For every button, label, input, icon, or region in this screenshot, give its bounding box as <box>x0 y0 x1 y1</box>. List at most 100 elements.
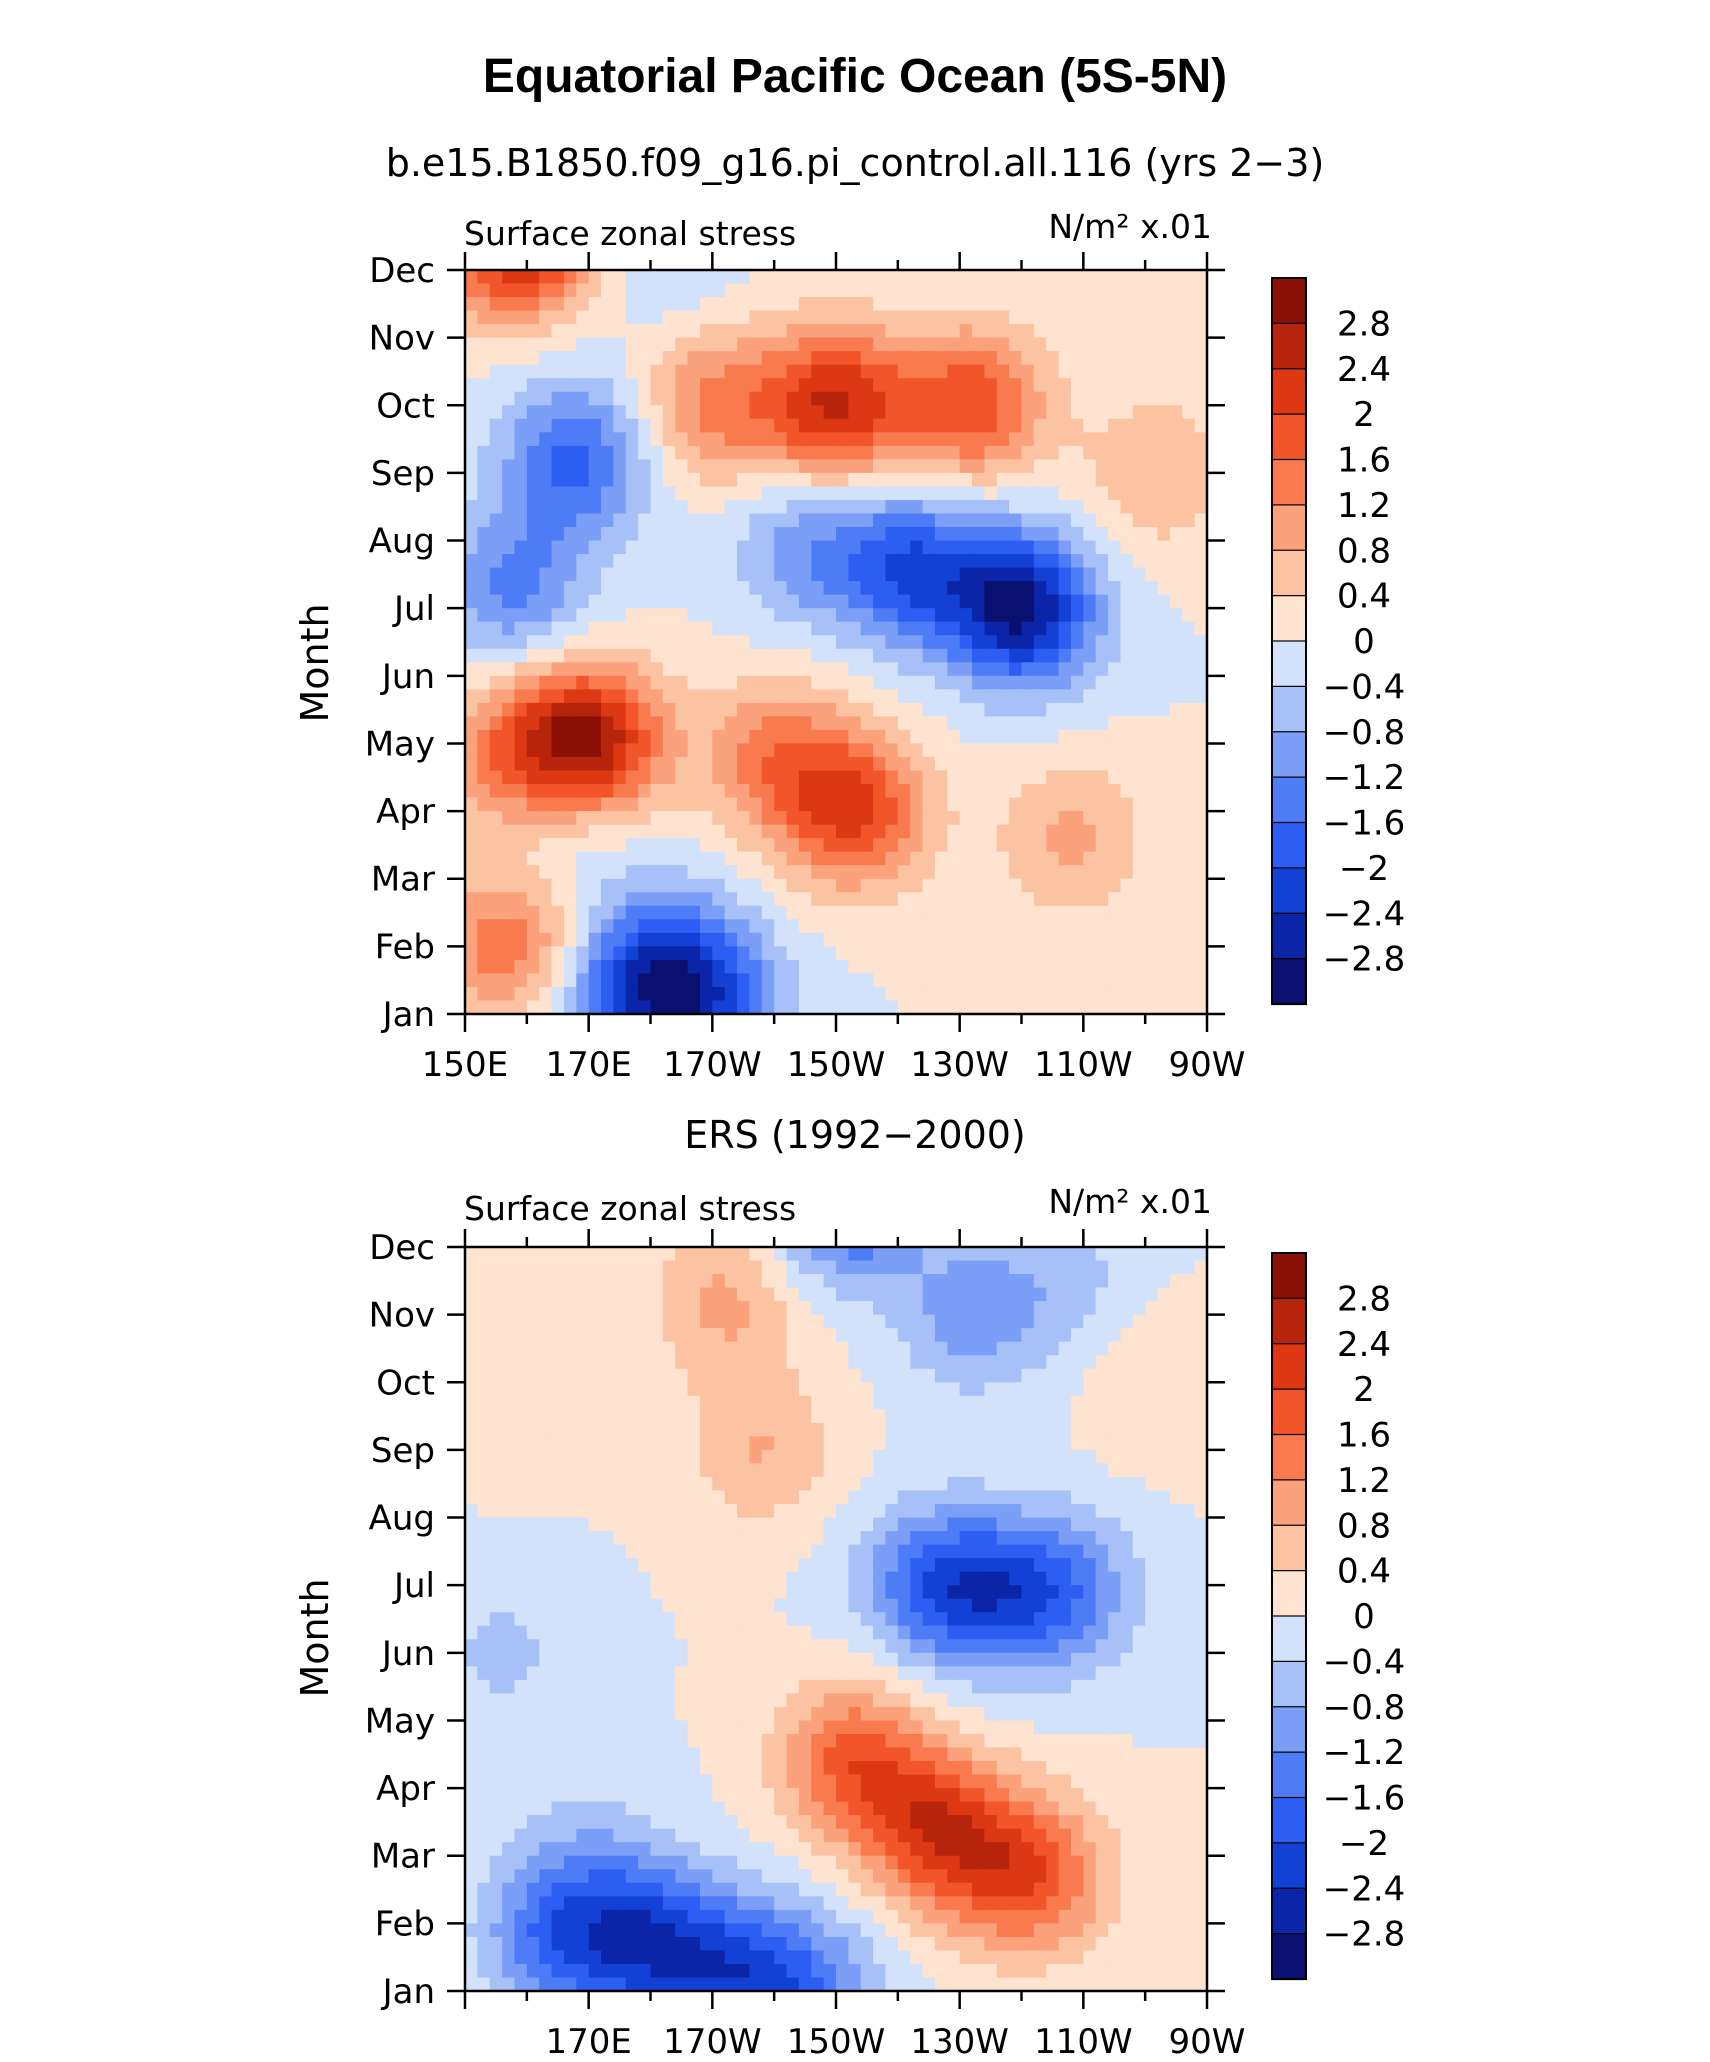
contour-cell <box>638 662 652 677</box>
contour-cell <box>563 1531 577 1546</box>
contour-cell <box>1095 851 1109 866</box>
contour-cell <box>749 337 763 352</box>
contour-cell <box>1058 418 1072 433</box>
contour-cell <box>959 1368 973 1383</box>
contour-cell <box>687 716 701 731</box>
contour-cell <box>836 621 849 636</box>
contour-cell <box>836 405 849 420</box>
contour-cell <box>1021 297 1035 312</box>
contour-cell <box>1021 1449 1035 1465</box>
contour-cell <box>601 418 614 433</box>
contour-cell <box>465 729 478 745</box>
contour-cell <box>1083 1382 1097 1397</box>
contour-cell <box>576 824 590 839</box>
contour-cell <box>613 1368 627 1383</box>
contour-cell <box>1194 811 1207 826</box>
contour-cell <box>761 324 775 339</box>
contour-cell <box>1182 635 1196 650</box>
contour-cell <box>675 932 689 947</box>
contour-cell <box>526 892 540 907</box>
contour-cell <box>1108 865 1122 880</box>
contour-cell <box>514 1287 528 1302</box>
contour-cell <box>774 784 788 799</box>
contour-cell <box>1046 675 1060 690</box>
contour-cell <box>638 770 652 785</box>
contour-cell <box>1009 1449 1023 1465</box>
contour-cell <box>885 1409 899 1424</box>
contour-cell <box>588 1409 602 1424</box>
contour-cell <box>1058 513 1072 528</box>
contour-cell <box>526 459 540 474</box>
contour-cell <box>563 1274 577 1289</box>
contour-cell <box>613 689 627 704</box>
contour-cell <box>1120 729 1134 745</box>
contour-cell <box>650 351 664 366</box>
contour-cell <box>1120 459 1134 474</box>
contour-cell <box>1169 1355 1183 1370</box>
contour-cell <box>613 756 627 772</box>
contour-cell <box>897 513 911 528</box>
contour-cell <box>1095 445 1109 460</box>
contour-cell <box>675 865 689 880</box>
contour-cell <box>1169 283 1183 298</box>
contour-cell <box>588 716 602 731</box>
contour-cell <box>1033 1341 1047 1356</box>
contour-cell <box>1108 540 1122 555</box>
contour-cell <box>613 364 627 379</box>
contour-cell <box>1033 1247 1047 1262</box>
contour-cell <box>1182 594 1196 609</box>
contour-cell <box>489 1382 503 1397</box>
contour-cell <box>972 662 985 677</box>
contour-cell <box>1182 364 1196 379</box>
contour-cell <box>502 932 516 947</box>
contour-cell <box>1058 351 1072 366</box>
contour-cell <box>675 851 689 866</box>
contour-cell <box>959 621 973 636</box>
contour-cell <box>613 986 627 1002</box>
contour-cell <box>675 405 689 420</box>
contour-cell <box>699 1301 713 1316</box>
contour-cell <box>1182 391 1196 406</box>
contour-cell <box>1095 1463 1109 1478</box>
contour-cell <box>972 946 985 961</box>
contour-cell <box>761 770 775 785</box>
contour-cell <box>563 405 577 420</box>
contour-cell <box>1120 1301 1134 1316</box>
contour-cell <box>823 486 837 501</box>
contour-cell <box>1058 932 1072 947</box>
contour-cell <box>613 973 627 988</box>
contour-cell <box>563 1328 577 1343</box>
contour-cell <box>625 1409 639 1424</box>
contour-cell <box>576 1517 590 1532</box>
contour-cell <box>1046 784 1060 799</box>
contour-cell <box>502 283 516 298</box>
contour-cell <box>1058 1476 1072 1492</box>
contour-cell <box>1033 797 1047 812</box>
contour-cell <box>489 689 503 704</box>
contour-cell <box>539 743 553 758</box>
contour-cell <box>675 986 689 1002</box>
contour-cell <box>1033 756 1047 772</box>
contour-cell <box>860 770 874 785</box>
contour-cell <box>1169 811 1183 826</box>
contour-cell <box>749 973 763 988</box>
contour-cell <box>811 391 825 406</box>
contour-cell <box>687 527 701 542</box>
contour-cell <box>1021 635 1035 650</box>
contour-cell <box>1182 878 1196 893</box>
contour-cell <box>922 702 936 717</box>
contour-cell <box>1083 594 1097 609</box>
contour-cell <box>823 432 837 447</box>
contour-cell <box>885 1504 899 1519</box>
contour-cell <box>477 594 491 609</box>
contour-cell <box>811 554 825 569</box>
contour-cell <box>588 1598 602 1613</box>
contour-cell <box>1033 608 1047 623</box>
contour-cell <box>786 567 800 582</box>
contour-cell <box>737 513 751 528</box>
contour-cell <box>873 1409 887 1424</box>
contour-cell <box>749 499 763 515</box>
contour-cell <box>910 1436 924 1451</box>
contour-cell <box>972 986 985 1002</box>
contour-cell <box>539 432 553 447</box>
